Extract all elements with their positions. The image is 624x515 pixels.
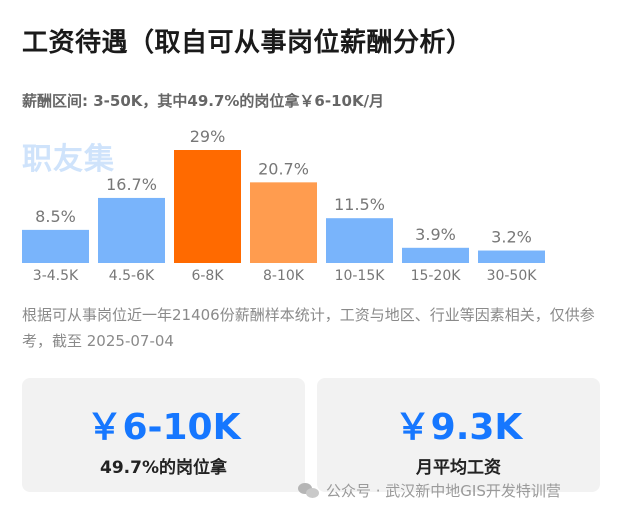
salary-share-card: ￥6-10K 49.7%的岗位拿 — [22, 378, 305, 492]
bar-category-label: 6-8K — [191, 268, 224, 284]
bar-value-label: 11.5% — [334, 195, 385, 214]
bar-category-label: 30-50K — [487, 268, 538, 284]
bar-15-20K — [402, 247, 469, 263]
salary-share-value: ￥6-10K — [86, 407, 241, 448]
wechat-account-text: 公众号 · 武汉新中地GIS开发特训营 — [326, 482, 561, 500]
bar-3-4.5K — [22, 229, 89, 263]
wechat-icon — [298, 482, 320, 500]
salary-range-summary: 薪酬区间: 3-50K，其中49.7%的岗位拿￥6-10K/月 — [22, 92, 385, 110]
salary-share-label: 49.7%的岗位拿 — [100, 458, 227, 478]
bar-category-label: 10-15K — [335, 268, 386, 284]
bar-10-15K — [326, 218, 393, 263]
wechat-watermark: 公众号 · 武汉新中地GIS开发特训营 — [298, 480, 561, 501]
bar-value-label: 8.5% — [35, 207, 76, 226]
bar-4.5-6K — [98, 197, 165, 263]
bar-category-label: 8-10K — [263, 268, 305, 284]
bar-category-label: 15-20K — [411, 268, 462, 284]
bar-6-8K — [174, 150, 241, 263]
zhiyouji-logo: 职友集 — [22, 142, 115, 177]
page-title: 工资待遇（取自可从事岗位薪酬分析） — [22, 28, 473, 58]
average-salary-value: ￥9.3K — [394, 407, 523, 448]
bar-value-label: 20.7% — [258, 159, 309, 178]
bar-category-label: 3-4.5K — [33, 268, 79, 284]
bar-category-label: 4.5-6K — [109, 268, 155, 284]
bar-value-label: 29% — [190, 127, 226, 146]
bar-value-label: 3.2% — [491, 228, 532, 247]
bar-8-10K — [250, 182, 317, 263]
average-salary-card: ￥9.3K 月平均工资 — [317, 378, 600, 492]
bar-value-label: 3.9% — [415, 225, 456, 244]
average-salary-label: 月平均工资 — [416, 458, 501, 478]
statistics-note: 根据可从事岗位近一年21406份薪酬样本统计，工资与地区、行业等因素相关，仅供参… — [22, 306, 595, 350]
bar-30-50K — [478, 250, 545, 263]
